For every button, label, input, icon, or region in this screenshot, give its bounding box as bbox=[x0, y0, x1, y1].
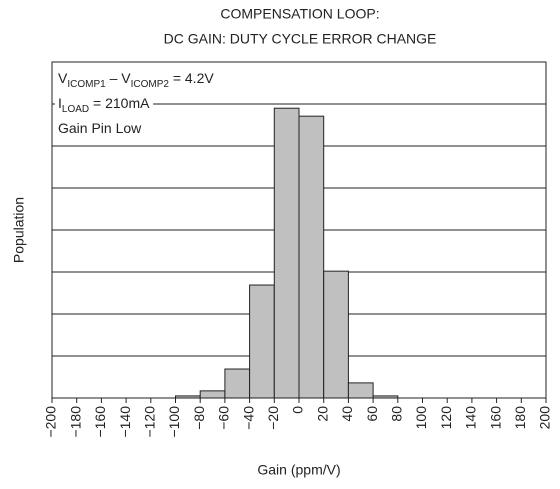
x-tick-label: −140 bbox=[117, 406, 133, 438]
bar bbox=[249, 284, 275, 399]
x-tick-label: 80 bbox=[389, 406, 405, 422]
x-tick-label: −40 bbox=[240, 406, 256, 430]
x-tick-label: −100 bbox=[166, 406, 182, 438]
x-tick-label: 140 bbox=[463, 406, 479, 430]
x-tick-label: 120 bbox=[438, 406, 454, 430]
annotation: VICOMP1 – VICOMP2 = 4.2V bbox=[58, 70, 214, 90]
annotation: Gain Pin Low bbox=[58, 120, 142, 136]
x-axis-label: Gain (ppm/V) bbox=[257, 462, 340, 478]
bar bbox=[323, 270, 349, 399]
annotation-subscript: ICOMP2 bbox=[131, 79, 170, 90]
x-tick-label: 40 bbox=[339, 406, 355, 422]
x-tick-label: −200 bbox=[43, 406, 59, 438]
x-tick-label: 20 bbox=[314, 406, 330, 422]
annotation-background bbox=[55, 69, 218, 90]
bar bbox=[273, 107, 300, 399]
bar bbox=[199, 390, 226, 399]
x-tick-label: 180 bbox=[512, 406, 528, 430]
x-tick-label: 100 bbox=[413, 406, 429, 430]
bar bbox=[347, 382, 374, 399]
x-tick-label: −60 bbox=[216, 406, 232, 430]
x-tick-label: 0 bbox=[290, 406, 306, 414]
chart-title: COMPENSATION LOOP: bbox=[220, 6, 379, 22]
y-axis-label: Population bbox=[11, 197, 27, 263]
annotation-text: = 210mA bbox=[89, 95, 150, 111]
x-tick-label: −120 bbox=[142, 406, 158, 438]
annotation-text: = 4.2V bbox=[169, 70, 214, 86]
chart-title: DC GAIN: DUTY CYCLE ERROR CHANGE bbox=[164, 31, 437, 47]
annotation-background bbox=[55, 94, 154, 115]
annotation-background bbox=[55, 119, 146, 136]
x-tick-label: −20 bbox=[265, 406, 281, 430]
annotation-text: V bbox=[58, 70, 68, 86]
x-tick-label: 200 bbox=[537, 406, 553, 430]
annotation-subscript: LOAD bbox=[62, 104, 89, 115]
annotation-text: I bbox=[58, 95, 62, 111]
x-tick-label: −160 bbox=[92, 406, 108, 438]
bar bbox=[298, 115, 325, 399]
x-tick-label: 60 bbox=[364, 406, 380, 422]
annotation-text: – V bbox=[106, 70, 132, 86]
x-tick-label: 160 bbox=[487, 406, 503, 430]
annotation-text: Gain Pin Low bbox=[58, 120, 142, 136]
x-tick-label: −180 bbox=[67, 406, 83, 438]
x-tick-label: −80 bbox=[191, 406, 207, 430]
annotation-subscript: ICOMP1 bbox=[67, 79, 106, 90]
bar bbox=[224, 368, 251, 399]
annotation: ILOAD = 210mA bbox=[58, 95, 150, 115]
